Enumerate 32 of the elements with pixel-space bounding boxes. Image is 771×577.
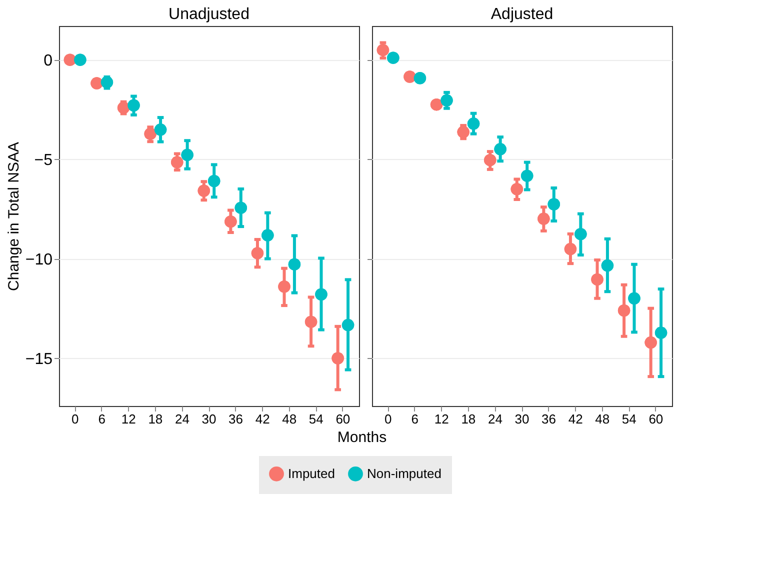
x-tick-label: 12: [434, 412, 449, 426]
chart-title: Unadjusted: [168, 6, 250, 23]
x-tick-label: 36: [542, 412, 556, 426]
x-axis-title: Months: [337, 429, 387, 446]
x-tick-label: 60: [648, 412, 664, 426]
x-tick-label: 54: [308, 412, 324, 426]
x-tick-label: 48: [282, 412, 297, 426]
x-tick-label: 60: [336, 412, 350, 426]
y-tick-label: −15: [25, 350, 53, 368]
y-tick-label: 0: [44, 52, 53, 70]
legend-label: Non-imputed: [367, 466, 442, 481]
x-tick-label: 42: [255, 412, 270, 426]
x-tick-label: 6: [411, 412, 418, 426]
x-tick-label: 36: [228, 412, 244, 426]
y-axis-title: Change in Total NSAA: [5, 142, 22, 291]
x-tick-label: 6: [98, 412, 106, 426]
x-tick-label: 54: [622, 412, 636, 426]
x-tick-label: 30: [202, 412, 216, 426]
x-tick-label: 42: [568, 412, 583, 426]
x-tick-label: 18: [148, 412, 163, 426]
y-tick-label: −10: [25, 251, 53, 268]
x-tick-label: 0: [384, 412, 392, 426]
x-tick-label: 48: [595, 412, 610, 426]
x-tick-label: 30: [514, 412, 530, 426]
x-tick-label: 24: [174, 412, 190, 426]
chart-title: Adjusted: [490, 6, 554, 23]
x-tick-label: 12: [121, 412, 136, 426]
x-tick-label: 0: [71, 412, 79, 426]
x-tick-label: 18: [461, 412, 476, 426]
x-tick-label: 24: [488, 412, 502, 426]
y-tick-label: −5: [34, 152, 53, 169]
legend-label: Imputed: [288, 466, 335, 481]
